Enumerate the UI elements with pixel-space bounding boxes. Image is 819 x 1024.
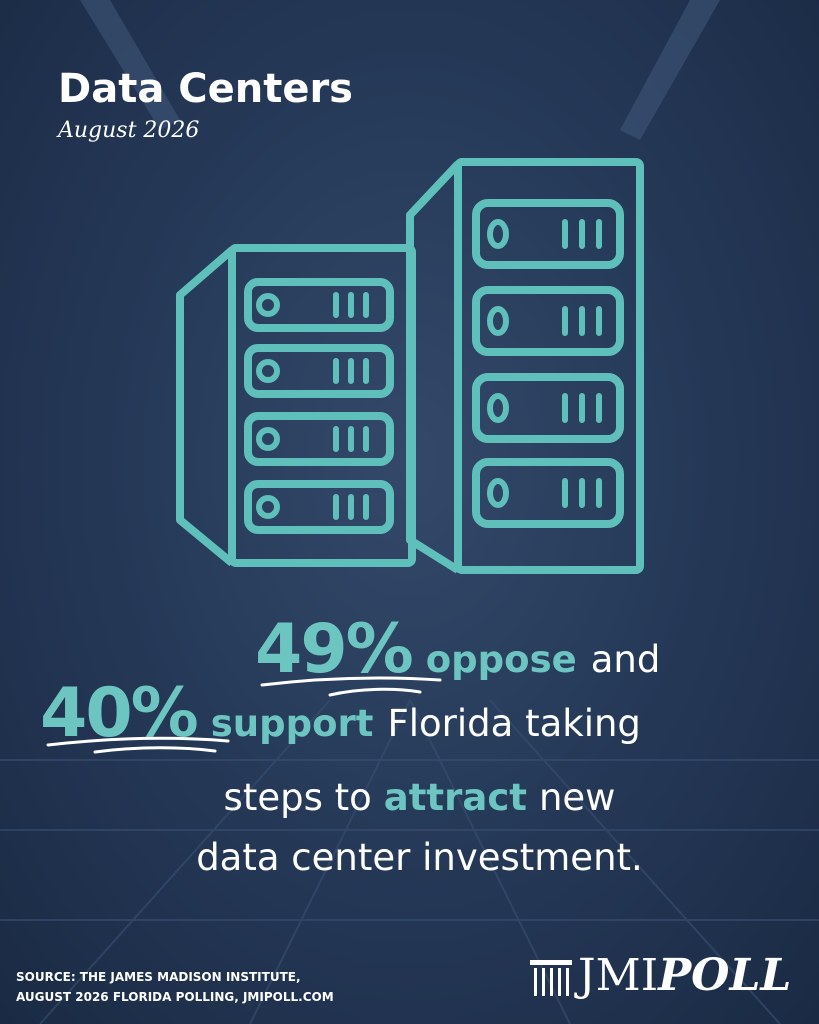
statement-line: 40% support Florida taking [40, 674, 641, 754]
source: SOURCE: THE JAMES MADISON INSTITUTE, [16, 970, 301, 984]
title: Data Centers [58, 66, 353, 112]
text: and [590, 638, 661, 681]
logo-pillars [530, 960, 572, 996]
statement-line: data center investment. [0, 836, 819, 879]
logo-poll: POLL [658, 950, 792, 1001]
server-icon [176, 158, 644, 574]
text: Florida taking [387, 702, 641, 745]
underline-scribble [46, 676, 442, 754]
statement-line: steps to attract new [0, 776, 819, 819]
source: AUGUST 2026 FLORIDA POLLING, JMIPOLL.COM [16, 990, 334, 1004]
text: steps to [223, 776, 372, 819]
percent: 40% [40, 674, 199, 753]
highlight: attract [383, 776, 527, 819]
statement-line: 49% oppose and [255, 610, 660, 690]
highlight: oppose [425, 638, 577, 681]
text: data center investment. [196, 836, 643, 879]
highlight: support [210, 702, 374, 745]
date: August 2026 [58, 118, 200, 143]
percent: 49% [255, 610, 414, 689]
text: new [538, 776, 616, 819]
logo: JMI POLL [578, 950, 791, 1001]
logo-jmi: JMI [578, 950, 659, 1001]
